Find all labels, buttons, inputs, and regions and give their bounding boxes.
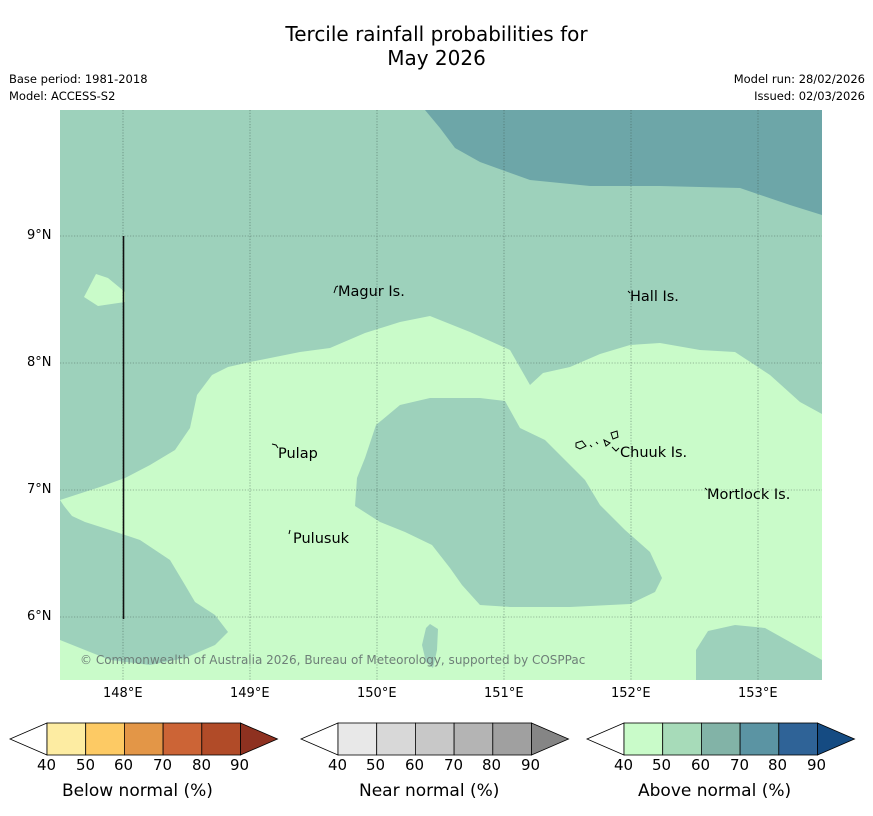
colorbar-below-under-arrow — [8, 722, 48, 756]
colorbar-near-title: Near normal (%) — [359, 781, 500, 801]
colorbar-near — [299, 722, 570, 756]
lat-label-9n: 9°N — [27, 228, 52, 243]
base-period: Base period: 1981-2018 — [9, 72, 148, 86]
model-name: Model: ACCESS-S2 — [9, 89, 116, 103]
chart-title: Tercile rainfall probabilities for May 2… — [0, 22, 873, 70]
label-pulusuk: Pulusuk — [293, 531, 350, 547]
lon-label-150e: 150°E — [357, 686, 397, 701]
region-above-50-60-blob — [422, 624, 438, 668]
lon-label-151e: 151°E — [484, 686, 524, 701]
island-chuuk-3 — [595, 441, 599, 445]
cb-below-tick-50: 50 — [76, 756, 96, 774]
label-mortlock: Mortlock Is. — [707, 487, 791, 503]
lat-label-6n: 6°N — [27, 609, 52, 624]
colorbar-above-title: Above normal (%) — [638, 781, 792, 801]
lon-label-153e: 153°E — [738, 686, 778, 701]
cb-below-tick-80: 80 — [192, 756, 212, 774]
colorbar-near-segment — [376, 722, 416, 756]
cb-near-tick-40: 40 — [328, 756, 348, 774]
meta-right: Model run: 28/02/2026 Issued: 02/03/2026 — [734, 71, 865, 105]
meta-left: Base period: 1981-2018 Model: ACCESS-S2 — [9, 71, 148, 105]
cb-below-tick-40: 40 — [37, 756, 57, 774]
cb-near-tick-50: 50 — [366, 756, 386, 774]
colorbar-above-segment — [778, 722, 818, 756]
island-mortlock — [704, 487, 708, 491]
colorbar-above-segment — [739, 722, 780, 756]
lon-label-152e: 152°E — [611, 686, 651, 701]
lon-label-148e: 148°E — [103, 686, 143, 701]
cb-above-tick-40: 40 — [614, 756, 634, 774]
cb-near-tick-70: 70 — [444, 756, 464, 774]
cb-below-tick-60: 60 — [114, 756, 134, 774]
lon-label-149e: 149°E — [230, 686, 270, 701]
island-chuuk-2 — [589, 444, 593, 448]
gridlines — [60, 110, 822, 680]
label-hall: Hall Is. — [630, 289, 679, 305]
cb-near-tick-90: 90 — [521, 756, 541, 774]
island-chuuk-6 — [611, 446, 620, 452]
colorbar-above-segment — [623, 722, 664, 756]
region-above-40-50-small — [84, 274, 125, 306]
issued-date: Issued: 02/03/2026 — [754, 89, 865, 103]
colorbar-above-segment — [662, 722, 702, 756]
cb-near-tick-80: 80 — [482, 756, 502, 774]
colorbar-below-segment — [201, 722, 241, 756]
cb-above-tick-60: 60 — [691, 756, 711, 774]
lat-label-7n: 7°N — [27, 482, 52, 497]
colorbar-below-segment — [85, 722, 125, 756]
colorbar-near-over-arrow — [531, 722, 570, 756]
island-pulap — [271, 443, 279, 449]
lat-label-8n: 8°N — [27, 355, 52, 370]
label-magur: Magur Is. — [338, 284, 405, 300]
region-above-50-60-se — [696, 625, 822, 680]
colorbar-near-under-arrow — [299, 722, 339, 756]
cb-above-tick-50: 50 — [652, 756, 672, 774]
title-line-2: May 2026 — [387, 46, 486, 70]
island-hall — [627, 290, 631, 294]
copyright-notice: © Commonwealth of Australia 2026, Bureau… — [80, 653, 586, 667]
colorbar-below — [8, 722, 279, 756]
cb-near-tick-60: 60 — [405, 756, 425, 774]
cb-above-tick-90: 90 — [807, 756, 827, 774]
title-line-1: Tercile rainfall probabilities for — [285, 22, 588, 46]
island-magur — [333, 285, 339, 294]
cb-above-tick-80: 80 — [768, 756, 788, 774]
colorbar-above-over-arrow — [817, 722, 856, 756]
island-chuuk-1 — [575, 440, 587, 450]
colorbar-above-under-arrow — [585, 722, 625, 756]
label-pulap: Pulap — [278, 446, 318, 462]
cb-below-tick-90: 90 — [230, 756, 250, 774]
region-above-50-60-inner — [355, 398, 662, 607]
cb-above-tick-70: 70 — [730, 756, 750, 774]
colorbar-below-over-arrow — [240, 722, 279, 756]
colorbar-above — [585, 722, 856, 756]
colorbar-near-segment — [492, 722, 532, 756]
island-chuuk-4 — [603, 439, 611, 447]
colorbar-near-segment — [453, 722, 494, 756]
region-above-60-70 — [425, 110, 822, 215]
colorbar-below-segment — [46, 722, 87, 756]
island-pulusuk — [288, 529, 291, 535]
cb-below-tick-70: 70 — [153, 756, 173, 774]
colorbar-below-segment — [162, 722, 203, 756]
model-run: Model run: 28/02/2026 — [733, 72, 865, 86]
colorbar-near-segment — [337, 722, 378, 756]
colorbar-below-title: Below normal (%) — [62, 781, 213, 801]
island-chuuk-5 — [610, 430, 619, 440]
colorbar-near-segment — [414, 722, 455, 756]
label-chuuk: Chuuk Is. — [620, 445, 688, 461]
colorbar-below-segment — [124, 722, 164, 756]
islands — [271, 285, 708, 535]
colorbar-above-segment — [701, 722, 741, 756]
